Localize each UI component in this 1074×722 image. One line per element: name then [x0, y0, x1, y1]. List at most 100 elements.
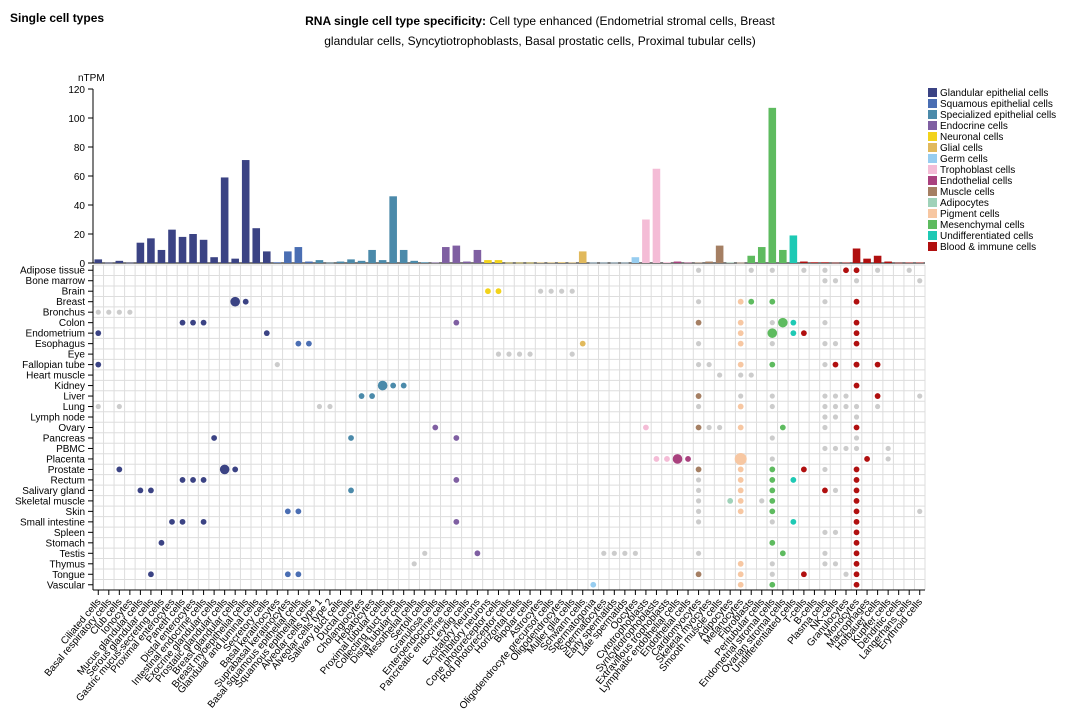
dot	[738, 393, 744, 399]
tissue-label: Tongue	[52, 570, 85, 581]
dot	[200, 477, 207, 483]
y-tick-label: 120	[68, 85, 85, 96]
dot	[853, 445, 860, 452]
legend-swatch	[928, 154, 937, 163]
dot	[917, 508, 923, 514]
bar	[652, 168, 661, 263]
bar	[526, 262, 534, 264]
bar	[642, 219, 650, 263]
dot	[769, 341, 775, 347]
bar	[568, 262, 576, 264]
bar	[326, 262, 334, 264]
dot	[695, 341, 702, 347]
dot	[230, 296, 240, 307]
dot	[853, 403, 860, 410]
dot	[778, 317, 788, 328]
dot	[284, 571, 291, 578]
y-tick-label: 0	[79, 259, 85, 270]
bar	[389, 196, 397, 263]
dot	[853, 466, 860, 473]
dot	[917, 393, 923, 399]
bar	[315, 260, 324, 263]
dot	[601, 550, 607, 556]
bar	[673, 261, 682, 263]
dot	[400, 382, 407, 389]
dot	[695, 571, 702, 578]
dot	[853, 477, 860, 483]
bar	[684, 262, 692, 264]
legend-swatch	[928, 231, 937, 240]
dot	[800, 466, 807, 473]
dot	[548, 288, 554, 294]
tissue-label: Ovary	[58, 423, 85, 434]
legend-swatch	[928, 143, 937, 152]
bar	[694, 262, 703, 264]
dot	[706, 424, 712, 431]
bar	[515, 262, 524, 264]
dot	[853, 414, 860, 420]
dot	[769, 477, 776, 483]
chart-title: RNA single cell type specificity: Cell t…	[300, 11, 780, 51]
bar	[873, 255, 882, 263]
dot	[738, 372, 744, 378]
dot	[284, 508, 291, 515]
bar	[115, 260, 124, 263]
dot	[453, 435, 460, 441]
tissue-label: Skin	[66, 507, 85, 518]
bar	[747, 255, 756, 263]
dot	[769, 497, 776, 504]
dot	[737, 508, 744, 515]
dot	[737, 319, 744, 326]
legend-label: Glial cells	[940, 143, 983, 154]
dot	[737, 581, 744, 588]
dot	[769, 435, 775, 441]
bar	[284, 251, 292, 263]
dot	[179, 518, 186, 525]
chart-title-bold: RNA single cell type specificity:	[305, 14, 487, 28]
legend-swatch	[928, 99, 937, 108]
dot	[179, 319, 186, 326]
dot	[219, 464, 230, 475]
dot	[853, 571, 860, 578]
tissue-label: Eye	[68, 350, 86, 361]
dot	[822, 424, 828, 431]
legend-swatch	[928, 165, 937, 174]
bar	[589, 262, 598, 264]
dot	[843, 571, 849, 577]
dot	[95, 403, 101, 410]
dot	[769, 561, 775, 567]
dot	[737, 424, 744, 431]
dot	[853, 340, 860, 347]
dot	[453, 477, 460, 483]
dot	[853, 298, 860, 305]
dot	[190, 477, 196, 483]
legend-swatch	[928, 198, 937, 207]
dot	[767, 328, 778, 338]
dot	[737, 298, 744, 305]
dot	[169, 518, 175, 525]
legend-swatch	[928, 242, 937, 251]
bar	[557, 262, 566, 263]
tissue-label: Spleen	[54, 528, 85, 539]
dot	[158, 539, 165, 546]
dot	[611, 550, 617, 556]
tissue-label: Stomach	[46, 538, 85, 549]
dot	[822, 466, 828, 473]
dot	[843, 445, 849, 452]
dot	[832, 487, 839, 494]
tissue-label: Rectum	[51, 475, 85, 486]
dot	[864, 456, 870, 462]
dot	[579, 340, 586, 347]
dot	[348, 487, 354, 494]
y-tick-label: 80	[74, 143, 86, 154]
dot	[137, 487, 144, 494]
dot	[885, 456, 891, 462]
dot	[95, 309, 101, 315]
legend-label: Squamous epithelial cells	[940, 99, 1053, 110]
bar	[399, 249, 408, 263]
dot	[569, 288, 575, 294]
bar	[452, 245, 461, 263]
dot	[148, 571, 154, 578]
bar	[631, 257, 640, 263]
bar	[757, 247, 766, 263]
